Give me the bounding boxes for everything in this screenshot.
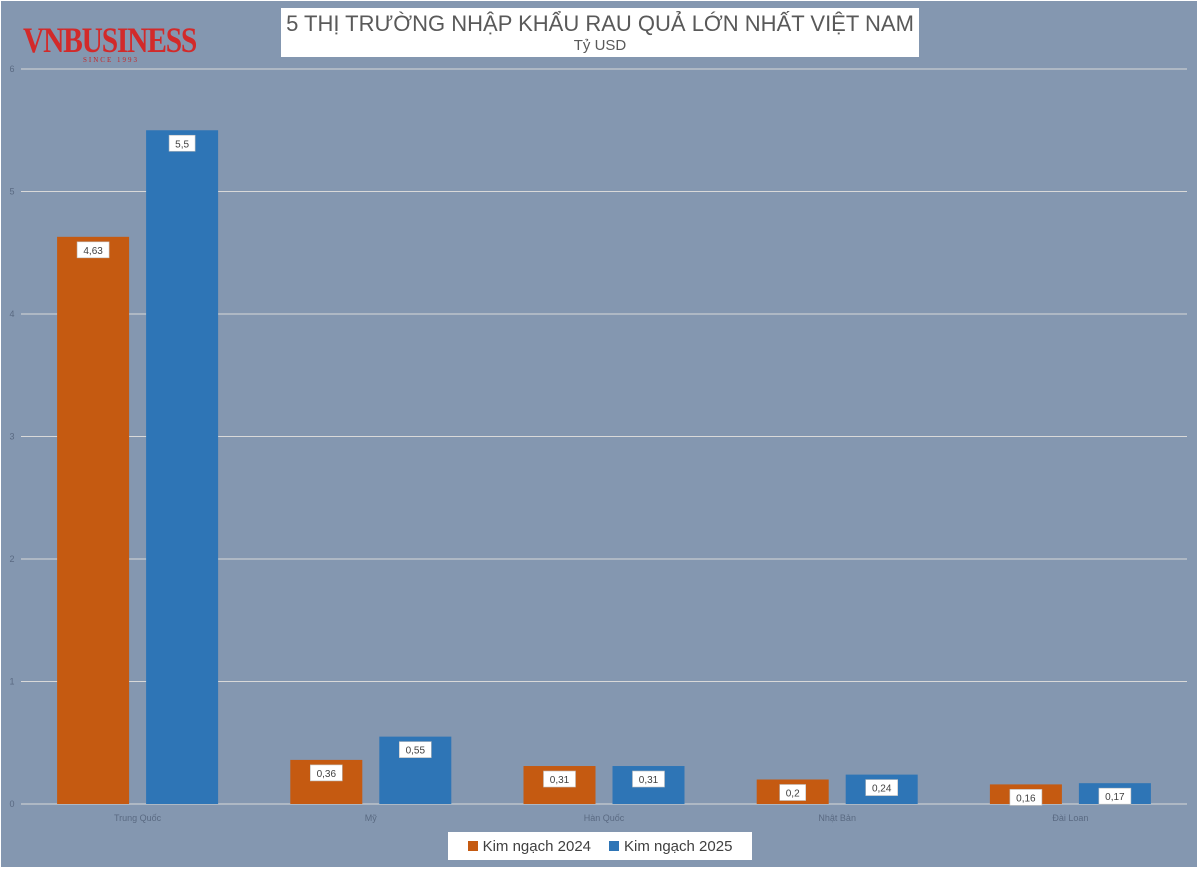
data-label: 0,16	[1016, 793, 1036, 804]
bar-2024	[57, 236, 130, 804]
legend-swatch-2025	[609, 841, 619, 851]
data-label-box	[543, 770, 576, 788]
data-label-box	[309, 764, 343, 782]
chart-title-box: 5 THỊ TRƯỜNG NHẬP KHẨU RAU QUẢ LỚN NHẤT …	[281, 8, 919, 57]
legend-swatch-2024	[467, 841, 478, 851]
data-label-box	[398, 741, 432, 758]
data-label: 0,24	[872, 784, 892, 795]
data-label-box	[168, 134, 196, 152]
y-tick-label: 1	[9, 677, 14, 687]
y-tick-label: 5	[9, 187, 14, 197]
data-label: 0,31	[550, 775, 570, 786]
data-label: 0,2	[786, 789, 800, 800]
data-label-box	[1098, 787, 1132, 805]
data-label: 0,31	[639, 775, 659, 786]
data-label: 5,5	[175, 139, 189, 150]
x-category-label: Mỹ	[365, 813, 377, 823]
legend-label-2025: Kim ngạch 2025	[624, 837, 733, 855]
y-tick-label: 2	[9, 554, 14, 564]
vnbusiness-logo: VNBUSINESS SINCE 1993	[23, 19, 208, 69]
data-label-box	[76, 241, 110, 259]
legend-item-2024: Kim ngạch 2024	[467, 837, 591, 855]
bar-2025	[146, 130, 219, 804]
y-tick-label: 4	[9, 309, 14, 319]
chart-legend: Kim ngạch 2024 Kim ngạch 2025	[448, 832, 752, 860]
y-tick-label: 0	[9, 799, 14, 809]
x-category-label: Nhật Bản	[818, 813, 856, 823]
data-label-box	[779, 784, 807, 801]
data-label-box	[1009, 789, 1043, 806]
logo-text: VNBUSINESS	[23, 20, 197, 60]
y-tick-label: 3	[9, 432, 14, 442]
legend-item-2025: Kim ngạch 2025	[609, 838, 732, 855]
data-label: 0,36	[317, 769, 337, 780]
data-label: 0,55	[406, 746, 426, 757]
chart-subtitle: Tỷ USD	[573, 37, 627, 54]
x-category-label: Đài Loan	[1052, 813, 1088, 823]
logo-tagline: SINCE 1993	[83, 56, 139, 64]
y-tick-label: 6	[9, 64, 14, 74]
legend-label-2024: Kim ngạch 2024	[482, 837, 591, 855]
data-label-box	[865, 779, 899, 796]
x-category-label: Trung Quốc	[114, 813, 162, 823]
x-category-label: Hàn Quốc	[584, 813, 625, 823]
data-label: 4,63	[83, 246, 103, 257]
data-label: 0,17	[1105, 792, 1125, 803]
data-label-box	[632, 770, 665, 788]
chart-title: 5 THỊ TRƯỜNG NHẬP KHẨU RAU QUẢ LỚN NHẤT …	[286, 11, 914, 36]
